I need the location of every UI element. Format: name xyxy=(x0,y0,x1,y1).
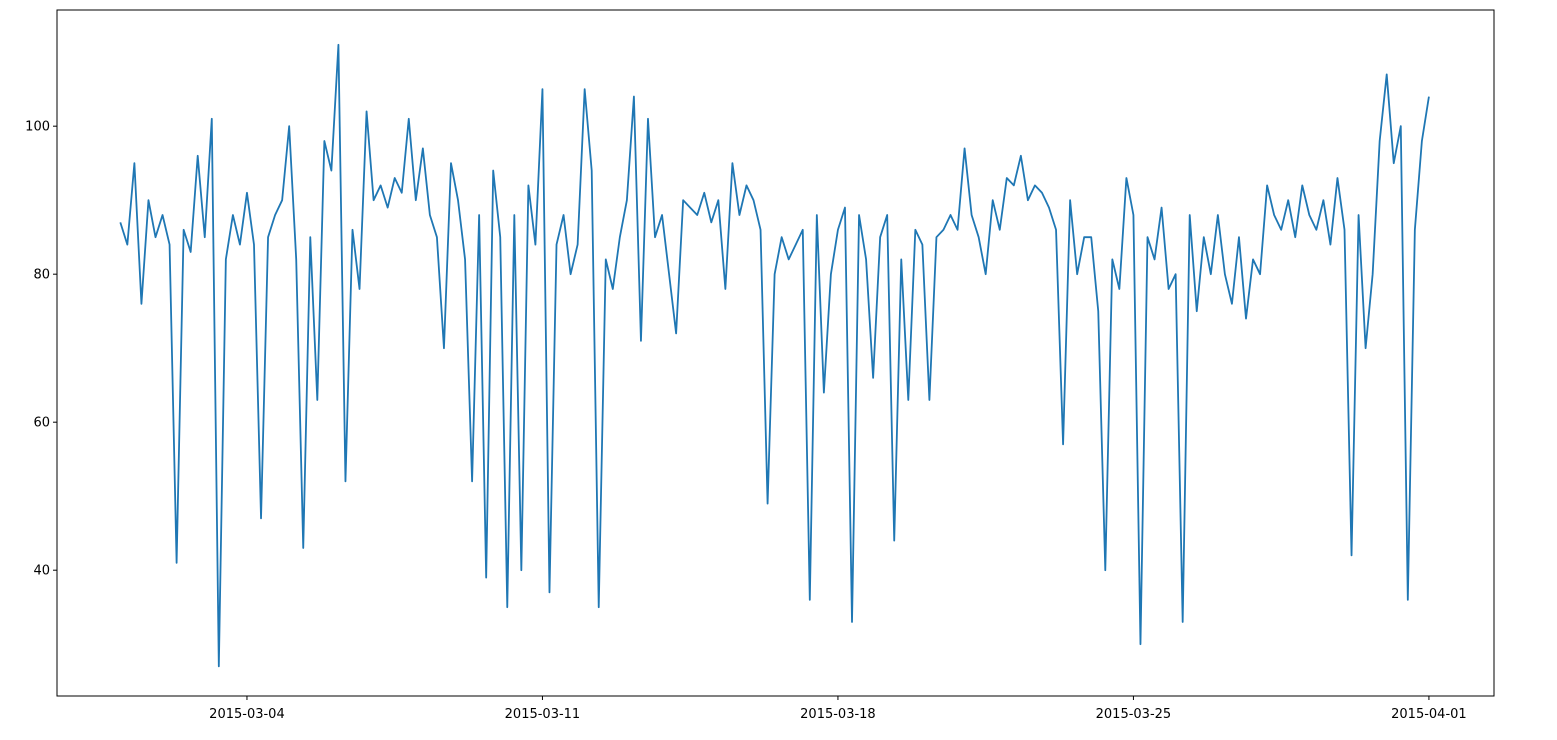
data-line xyxy=(119,43,1430,668)
x-tick-label: 2015-03-18 xyxy=(800,707,876,722)
y-tick-label: 80 xyxy=(33,268,50,283)
y-tick-label: 60 xyxy=(33,416,50,431)
x-tick-label: 2015-03-04 xyxy=(209,707,285,722)
plot-frame xyxy=(56,9,1495,697)
x-tick-label: 2015-03-11 xyxy=(505,707,581,722)
x-tick-label: 2015-03-25 xyxy=(1096,707,1172,722)
y-tick-label: 40 xyxy=(33,564,50,579)
x-tick-label: 2015-04-01 xyxy=(1391,707,1467,722)
y-tick-label: 100 xyxy=(25,120,50,135)
